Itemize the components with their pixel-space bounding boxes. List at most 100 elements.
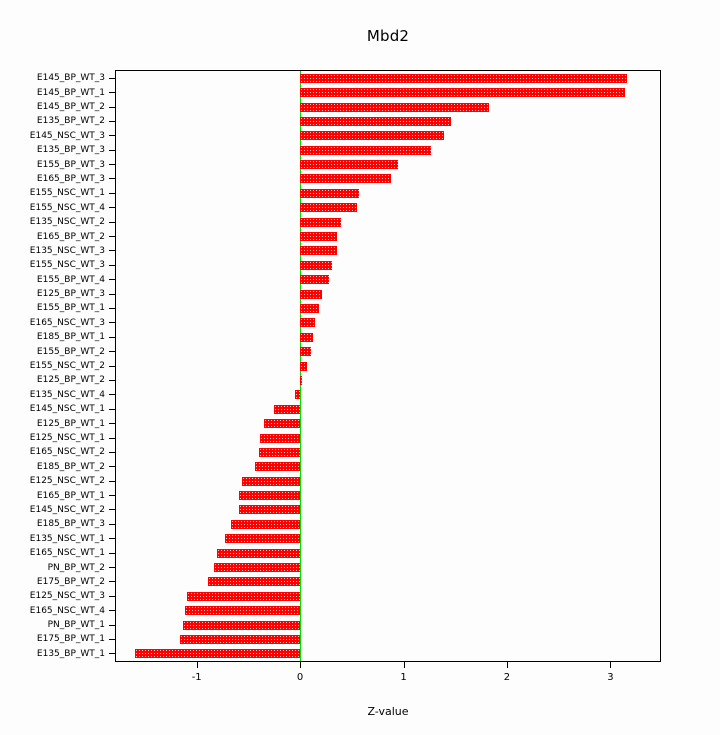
y-axis-tick: [109, 192, 115, 194]
bar-E155_NSC_WT_1: [300, 188, 360, 198]
y-axis-tick: [109, 523, 115, 525]
bar-E185_BP_WT_2: [254, 462, 301, 472]
y-axis-tick: [109, 394, 115, 396]
bar-E135_NSC_WT_1: [224, 534, 301, 544]
y-axis-label: E145_BP_WT_1: [36, 87, 105, 98]
y-axis-label: PN_BP_WT_1: [47, 620, 105, 630]
y-axis-label: PN_BP_WT_2: [47, 562, 105, 573]
y-axis-label: E165_BP_WT_1: [36, 490, 105, 501]
y-axis-tick: [109, 164, 115, 165]
y-axis-label: E155_NSC_WT_3: [29, 260, 105, 271]
plot-area: [115, 70, 661, 662]
y-axis-label: E135_NSC_WT_3: [29, 245, 105, 256]
y-axis-tick: [109, 581, 115, 583]
y-axis-label: E145_BP_WT_3: [36, 73, 105, 84]
y-axis-label: E145_NSC_WT_1: [29, 404, 105, 415]
bar-E185_BP_WT_3: [230, 519, 301, 529]
x-axis-tick: [403, 662, 405, 668]
bar-PN_BP_WT_2: [214, 563, 301, 572]
y-axis-tick: [109, 552, 115, 554]
y-axis-label: E135_BP_WT_3: [36, 145, 105, 156]
bar-E155_BP_WT_1: [300, 303, 319, 313]
y-axis-label: E185_BP_WT_3: [36, 519, 105, 530]
bar-E165_NSC_WT_2: [258, 447, 301, 457]
bar-E125_BP_WT_2: [300, 375, 303, 385]
bar-E145_BP_WT_3: [300, 73, 627, 83]
y-axis-label: E165_BP_WT_2: [36, 231, 105, 242]
y-axis-tick: [109, 322, 115, 324]
y-axis-tick: [109, 307, 115, 309]
bar-E165_NSC_WT_4: [185, 606, 301, 616]
bar-E165_BP_WT_1: [239, 491, 301, 500]
x-axis-tick: [300, 662, 302, 668]
y-axis-label: E175_BP_WT_2: [36, 576, 105, 587]
bar-E155_NSC_WT_4: [300, 203, 357, 213]
y-axis-label: E155_BP_WT_4: [36, 274, 105, 285]
y-axis-label: E125_NSC_WT_3: [29, 591, 105, 602]
x-axis-tick-label: 0: [296, 672, 304, 683]
y-axis-label: E145_BP_WT_2: [36, 102, 105, 112]
bar-E135_BP_WT_2: [300, 116, 452, 126]
bar-E145_BP_WT_1: [300, 88, 625, 98]
bar-E145_NSC_WT_2: [239, 505, 301, 515]
x-axis-label: Z-value: [367, 705, 409, 718]
y-axis-tick: [109, 509, 115, 511]
y-axis-tick: [109, 106, 115, 108]
y-axis-tick: [109, 336, 115, 338]
y-axis-tick: [109, 250, 115, 252]
y-axis-label: E155_BP_WT_2: [36, 346, 105, 357]
y-axis-label: E155_NSC_WT_4: [29, 202, 105, 213]
y-axis-label: E125_BP_WT_1: [36, 418, 105, 429]
bar-E165_BP_WT_3: [300, 174, 392, 184]
y-axis-label: E165_NSC_WT_1: [29, 548, 105, 559]
y-axis-tick: [109, 178, 115, 180]
y-axis-ticks: [109, 71, 115, 661]
bar-E185_BP_WT_1: [300, 332, 314, 342]
bar-E155_NSC_WT_3: [300, 260, 333, 270]
y-axis-label: E155_BP_WT_3: [36, 159, 105, 170]
bar-E165_NSC_WT_1: [217, 548, 301, 558]
y-axis-label: E185_BP_WT_1: [36, 332, 105, 343]
bar-E145_BP_WT_2: [300, 102, 490, 112]
bar-E135_BP_WT_1: [134, 649, 301, 659]
y-axis-label: E155_NSC_WT_2: [29, 361, 105, 371]
x-axis-tick: [506, 662, 508, 668]
y-axis-tick: [109, 638, 115, 640]
y-axis-tick: [109, 365, 115, 367]
bar-E175_BP_WT_1: [180, 634, 301, 644]
y-axis-label: E145_NSC_WT_2: [29, 504, 105, 515]
y-axis-tick: [109, 92, 115, 94]
y-axis-tick: [109, 279, 115, 281]
y-axis-label: E135_NSC_WT_1: [29, 533, 105, 544]
bar-E135_NSC_WT_2: [300, 217, 342, 227]
y-axis-label: E145_NSC_WT_3: [29, 130, 105, 141]
y-axis-label: E165_NSC_WT_4: [29, 605, 105, 616]
chart-title: Mbd2: [366, 27, 410, 45]
y-axis-label: E125_NSC_WT_2: [29, 476, 105, 487]
bar-E165_BP_WT_2: [300, 232, 338, 241]
y-axis-tick: [109, 595, 115, 597]
bar-E125_NSC_WT_1: [259, 433, 301, 443]
y-axis-tick: [109, 466, 115, 468]
y-axis-label: E165_BP_WT_3: [36, 173, 105, 184]
y-axis-label: E135_NSC_WT_4: [29, 389, 105, 400]
bar-E155_BP_WT_3: [300, 160, 399, 169]
bar-E145_NSC_WT_1: [274, 404, 301, 414]
x-axis-tick: [196, 662, 198, 668]
y-axis-tick: [109, 437, 115, 439]
y-axis-tick: [109, 264, 115, 266]
y-axis-label: E135_NSC_WT_2: [29, 217, 105, 228]
y-axis-tick: [109, 567, 115, 568]
y-axis-label: E165_NSC_WT_3: [29, 317, 105, 328]
y-axis-tick: [109, 207, 115, 209]
y-axis-label: E125_NSC_WT_1: [29, 433, 105, 443]
bar-E175_BP_WT_2: [208, 577, 300, 587]
y-axis-tick: [109, 624, 115, 626]
y-axis-tick: [109, 653, 115, 655]
y-axis-labels: E145_BP_WT_3 E145_BP_WT_1 E145_BP_WT_2 E135…: [0, 71, 107, 661]
y-axis-tick: [109, 236, 115, 237]
y-axis-tick: [109, 351, 115, 353]
y-axis-label: E125_BP_WT_3: [36, 289, 105, 299]
x-axis-tick: [610, 662, 612, 668]
